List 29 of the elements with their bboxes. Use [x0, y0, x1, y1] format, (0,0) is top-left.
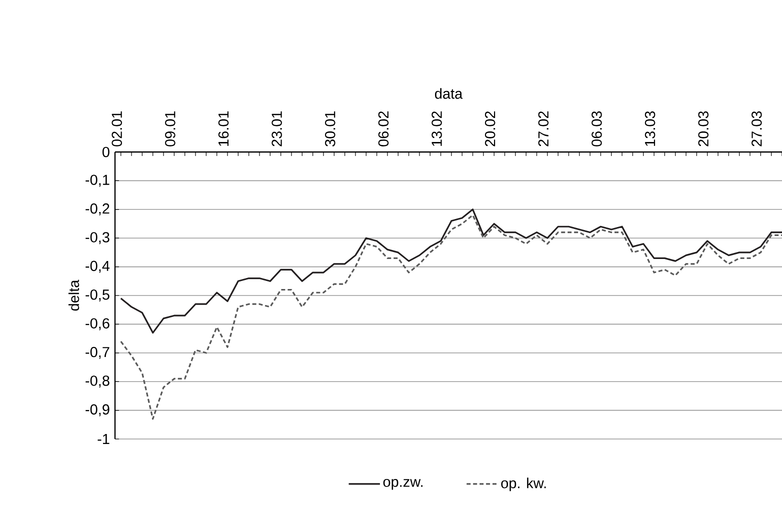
x-tick-label: 13.02: [432, 111, 442, 146]
y-tick-label: -0,2: [86, 203, 110, 216]
x-tick-label: 27.02: [538, 111, 549, 146]
legend-label: op. kw.: [501, 478, 546, 492]
x-tick-label: 20.03: [698, 111, 708, 146]
x-tick-label: 02.01: [112, 111, 122, 146]
y-tick-label: -0,7: [86, 346, 110, 359]
x-tick-label: 16.01: [218, 111, 229, 146]
y-tick-label: 0: [102, 146, 110, 158]
legend-label: op.zw.: [383, 478, 422, 490]
x-tick-label: 27.03: [752, 111, 762, 146]
x-tick-label: 09.01: [165, 111, 176, 146]
x-tick-label: 20.02: [484, 111, 496, 146]
y-axis-title: delta: [68, 280, 80, 311]
y-tick-label: -0,6: [86, 318, 110, 330]
y-tick-label: -1: [98, 434, 110, 444]
y-tick-label: -0,8: [86, 376, 110, 388]
x-tick-label: 06.03: [592, 111, 602, 146]
x-tick-label: 23.01: [272, 111, 282, 146]
x-axis-title: data: [435, 88, 463, 99]
x-tick-label: 13.03: [644, 111, 656, 146]
line-series: [120, 208, 782, 334]
x-tick-label: 06.02: [378, 111, 389, 146]
x-tick-label: 30.01: [325, 111, 336, 146]
y-tick-label: -0,5: [86, 290, 110, 302]
y-tick-label: -0,4: [86, 260, 110, 273]
y-tick-label: -0,3: [86, 232, 110, 244]
y-tick-label: -0,9: [86, 404, 110, 416]
y-tick-label: -0,1: [86, 174, 110, 187]
